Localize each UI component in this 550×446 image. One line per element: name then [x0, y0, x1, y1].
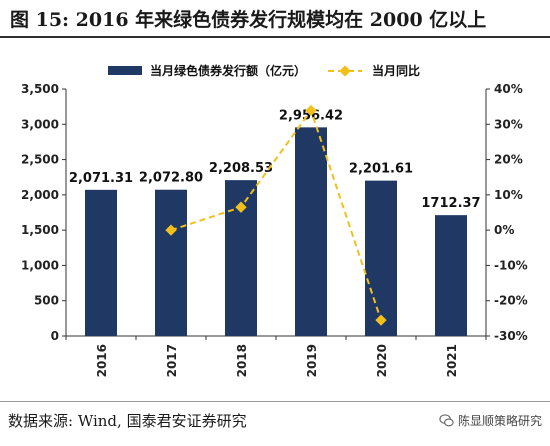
- bar-data-label: 2,201.61: [349, 162, 413, 177]
- bar: [435, 215, 467, 336]
- right-tick-label: -10%: [494, 258, 528, 272]
- watermark-text: 陈显顺策略研究: [457, 414, 542, 428]
- bar-data-label: 2,071.31: [69, 171, 133, 186]
- x-tick-label: 2018: [235, 344, 249, 377]
- x-tick-label: 2017: [165, 344, 179, 377]
- bar: [155, 189, 187, 336]
- title-bar: 图 15: 2016 年来绿色债券发行规模均在 2000 亿以上: [0, 0, 550, 35]
- chart: 当月绿色债券发行额（亿元） 当月同比 0 500 1,000 1,500 2,000 2,5…: [21, 63, 528, 377]
- left-tick-label: 0: [51, 329, 59, 343]
- right-tick-label: -20%: [494, 294, 528, 308]
- bar: [295, 127, 327, 337]
- left-tick-label: 1,500: [21, 223, 59, 237]
- x-tick-label: 2020: [375, 344, 389, 377]
- right-tick-label: -30%: [494, 329, 528, 343]
- wechat-icon: [439, 414, 454, 427]
- yoy-line: [170, 108, 382, 321]
- left-tick-label: 1,000: [21, 258, 59, 272]
- legend-marker-line: [339, 65, 351, 77]
- left-tick-label: 3,500: [21, 82, 59, 96]
- x-tick-label: 2016: [95, 344, 109, 377]
- line-series: [165, 104, 387, 326]
- yoy-point: [375, 314, 387, 326]
- left-tick-label: 500: [34, 294, 59, 308]
- x-tick-label: 2019: [305, 344, 319, 377]
- footer-divider: [0, 401, 550, 402]
- bar-data-label: 1712.37: [421, 196, 480, 211]
- right-tick-label: 10%: [494, 188, 523, 202]
- yoy-point: [165, 224, 177, 236]
- legend-swatch-bar: [108, 66, 142, 75]
- title-divider: [0, 36, 550, 38]
- x-tick-label: 2021: [445, 344, 459, 377]
- left-tick-label: 2,500: [21, 153, 59, 167]
- right-tick-label: 0%: [494, 223, 514, 237]
- bar: [365, 180, 397, 336]
- bar-series: [85, 127, 467, 337]
- left-tick-label: 2,000: [21, 188, 59, 202]
- yoy-point: [235, 201, 247, 213]
- page-title: 图 15: 2016 年来绿色债券发行规模均在 2000 亿以上: [10, 9, 487, 31]
- bar-data-label: 2,072.80: [139, 171, 203, 186]
- bar: [85, 189, 117, 336]
- watermark: 陈显顺策略研究: [439, 412, 542, 429]
- bar-data-labels: 2,071.312,072.802,208.532,956.422,201.61…: [69, 108, 481, 211]
- chart-axes: 0 500 1,000 1,500 2,000 2,500 3,000 3,500 -30% -2…: [21, 82, 528, 377]
- right-tick-label: 30%: [494, 117, 523, 131]
- source-note: 数据来源: Wind, 国泰君安证券研究: [8, 412, 247, 430]
- right-tick-label: 20%: [494, 153, 523, 167]
- chart-legend: 当月绿色债券发行额（亿元） 当月同比: [108, 63, 420, 78]
- left-tick-label: 3,000: [21, 117, 59, 131]
- legend-label-line: 当月同比: [372, 63, 420, 78]
- legend-label-bar: 当月绿色债券发行额（亿元）: [150, 63, 306, 78]
- right-tick-label: 40%: [494, 82, 523, 96]
- bar-data-label: 2,208.53: [209, 161, 273, 176]
